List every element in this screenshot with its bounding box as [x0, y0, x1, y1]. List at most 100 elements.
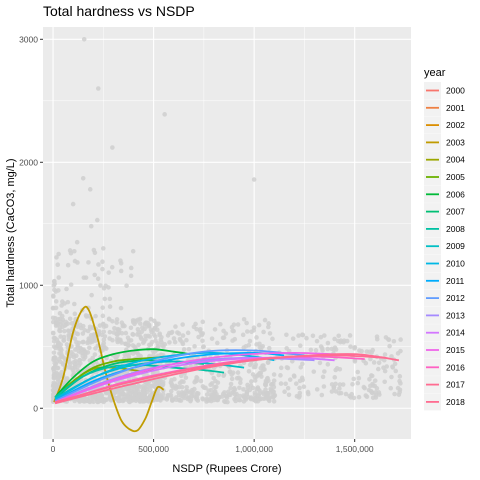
scatter-point: [173, 324, 178, 329]
scatter-point: [320, 348, 325, 353]
scatter-point: [357, 348, 362, 353]
scatter-point: [266, 324, 271, 330]
scatter-point: [114, 320, 120, 325]
scatter-point: [271, 378, 277, 383]
scatter-point: [87, 394, 93, 400]
scatter-point: [87, 399, 93, 405]
legend-label: 2000: [446, 86, 465, 96]
legend-label: 2011: [446, 276, 465, 286]
scatter-point: [61, 334, 67, 340]
scatter-point: [88, 223, 94, 229]
scatter-point: [172, 339, 178, 345]
scatter-point: [318, 334, 324, 340]
scatter-point: [170, 396, 175, 401]
scatter-point: [212, 327, 218, 332]
scatter-point: [180, 341, 186, 347]
scatter-point: [374, 334, 380, 339]
scatter-point: [67, 316, 73, 322]
scatter-point: [325, 340, 331, 346]
scatter-point: [200, 384, 206, 389]
x-tick-label: 500,000: [138, 444, 169, 454]
scatter-point: [145, 381, 151, 386]
scatter-point: [74, 239, 80, 245]
scatter-point: [371, 360, 377, 365]
legend-items: 2000 2001 2002 2003 2004 2005 2006 2007 2008 2009…: [424, 82, 465, 411]
scatter-point: [237, 385, 242, 391]
scatter-point: [311, 369, 317, 374]
scatter-point: [123, 341, 129, 347]
scatter-point: [110, 145, 115, 150]
series-line-2012: [54, 349, 305, 402]
scatter-point: [382, 379, 387, 385]
scatter-point: [364, 349, 370, 354]
scatter-point: [212, 384, 217, 390]
scatter-point: [62, 323, 68, 328]
legend-title: year: [424, 67, 446, 79]
scatter-point: [72, 311, 78, 317]
scatter-point: [118, 260, 124, 266]
scatter-point: [246, 369, 252, 374]
legend-label: 2006: [446, 189, 465, 199]
scatter-point: [355, 369, 361, 375]
scatter-point: [165, 392, 171, 398]
scatter-point: [196, 334, 201, 340]
scatter-point: [75, 260, 80, 265]
scatter-point: [55, 320, 61, 325]
scatter-point: [375, 366, 381, 372]
scatter-point: [111, 330, 117, 335]
scatter-point: [74, 331, 80, 336]
scatter-point: [397, 378, 402, 384]
scatter-point: [65, 299, 71, 305]
scatter-point: [56, 275, 62, 280]
scatter-point: [231, 322, 237, 327]
scatter-point: [230, 328, 235, 334]
scatter-point: [310, 333, 316, 339]
scatter-point: [180, 322, 185, 327]
scatter-point: [215, 380, 221, 385]
legend-label: 2018: [446, 397, 465, 407]
scatter-point: [51, 355, 57, 361]
y-tick-label: 1000: [19, 280, 38, 290]
scatter-point: [261, 329, 266, 335]
legend-label: 2016: [446, 362, 465, 372]
scatter-point: [317, 360, 323, 366]
scatter-point: [116, 398, 122, 404]
legend-label: 2007: [446, 207, 465, 217]
scatter-point: [198, 378, 204, 384]
scatter-point: [260, 367, 266, 373]
scatter-point: [238, 380, 243, 386]
scatter-point: [245, 382, 250, 388]
scatter-point: [244, 389, 250, 395]
scatter-point: [149, 383, 155, 389]
scatter-point: [204, 392, 210, 397]
scatter-point: [301, 384, 307, 390]
scatter-point: [382, 368, 388, 374]
scatter-point: [214, 395, 219, 401]
scatter-point: [145, 333, 151, 339]
scatter-point: [54, 365, 60, 371]
series-line-2011: [54, 351, 285, 402]
scatter-point: [153, 338, 158, 343]
scatter-point: [137, 316, 143, 322]
legend-label: 2014: [446, 328, 465, 338]
scatter-point: [320, 374, 326, 380]
scatter-point: [229, 376, 235, 382]
scatter-point: [249, 361, 254, 366]
scatter-point: [398, 337, 403, 342]
scatter-point: [133, 390, 138, 396]
scatter-point: [306, 391, 311, 397]
scatter-point: [102, 397, 108, 402]
scatter-point: [258, 396, 264, 401]
scatter-point: [361, 384, 367, 390]
scatter-point: [195, 392, 200, 397]
scatter-point: [52, 390, 57, 396]
scatter-point: [266, 321, 271, 326]
scatter-point: [298, 364, 304, 370]
scatter-point: [270, 336, 275, 342]
scatter-point: [56, 375, 61, 380]
scatter-point: [387, 343, 392, 349]
scatter-point: [80, 323, 86, 329]
scatter-point: [92, 272, 98, 278]
scatter-point: [120, 390, 125, 396]
